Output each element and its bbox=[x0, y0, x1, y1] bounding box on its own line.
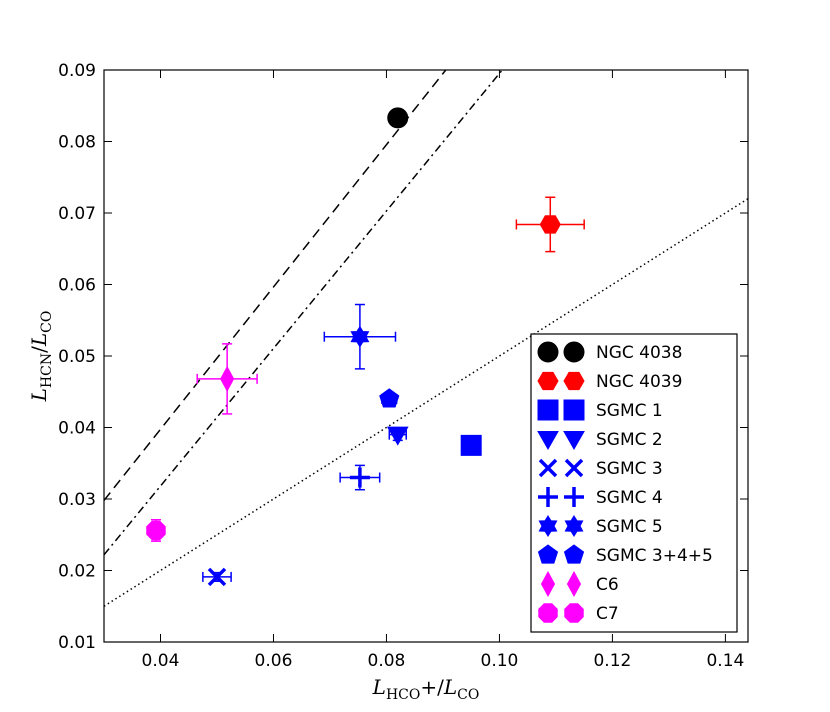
legend-marker bbox=[563, 431, 585, 451]
x-tick-label: 0.14 bbox=[706, 651, 744, 671]
legend-marker bbox=[537, 341, 559, 363]
y-tick-label: 0.02 bbox=[58, 562, 96, 582]
marker-ngc-4038 bbox=[387, 107, 409, 129]
data-point-sgmc-5 bbox=[323, 303, 397, 370]
legend-marker bbox=[564, 487, 584, 507]
y-tick-label: 0.05 bbox=[58, 347, 96, 367]
y-tick-label: 0.08 bbox=[58, 133, 96, 153]
y-axis-label-sub2: CO bbox=[39, 311, 55, 333]
y-axis-label-main: L bbox=[27, 388, 51, 402]
data-point-sgmc-1 bbox=[460, 434, 482, 456]
marker-sgmc-2 bbox=[386, 426, 409, 446]
marker-sgmc-3-4-5 bbox=[379, 388, 400, 408]
legend-item-c6: C6 bbox=[540, 570, 619, 598]
y-axis-label-main2: L bbox=[27, 333, 51, 347]
legend-item-sgmc-3: SGMC 3 bbox=[538, 458, 663, 479]
y-tick-label: 0.06 bbox=[58, 276, 96, 296]
data-points bbox=[146, 107, 585, 587]
data-point-sgmc-2 bbox=[386, 426, 409, 446]
reference-lines bbox=[104, 70, 748, 607]
y-tick-label: 0.07 bbox=[58, 204, 96, 224]
marker-ngc-4039 bbox=[539, 215, 561, 234]
legend-label: SGMC 3+4+5 bbox=[596, 546, 713, 566]
y-tick-label: 0.04 bbox=[58, 419, 96, 439]
x-tick-label: 0.10 bbox=[481, 651, 519, 671]
x-axis-label: LHCO+/LCO bbox=[372, 675, 480, 703]
y-tick-label: 0.01 bbox=[58, 633, 96, 653]
y-tick-label: 0.03 bbox=[58, 490, 96, 510]
y-tick-label: 0.09 bbox=[58, 61, 96, 81]
data-point-sgmc-3 bbox=[202, 567, 232, 587]
legend-marker bbox=[538, 603, 558, 623]
x-axis-label-main2: L bbox=[443, 675, 457, 699]
legend-item-sgmc-5: SGMC 5 bbox=[538, 515, 663, 537]
legend: NGC 4038 NGC 4039 SGMC 1 SGMC 2 SGMC 3 SGMC 4… bbox=[530, 333, 738, 633]
x-axis-label-mid: +/ bbox=[420, 675, 444, 699]
marker-sgmc-4 bbox=[349, 467, 370, 488]
legend-marker bbox=[566, 570, 582, 598]
legend-label: C7 bbox=[596, 604, 619, 624]
data-point-ngc-4038 bbox=[387, 107, 409, 129]
legend-label: C6 bbox=[596, 575, 619, 595]
legend-marker bbox=[537, 399, 559, 421]
marker-sgmc-3 bbox=[207, 567, 227, 587]
legend-marker bbox=[564, 515, 584, 537]
x-axis-label-sub2: CO bbox=[457, 687, 479, 703]
legend-label: SGMC 2 bbox=[596, 430, 663, 450]
legend-label: SGMC 3 bbox=[596, 459, 663, 479]
ref-line-dotted bbox=[104, 198, 748, 607]
marker-sgmc-5 bbox=[350, 325, 370, 348]
y-axis-ticks: 0.01 0.02 0.03 0.04 0.05 0.06 0.07 0.08 0.09 bbox=[58, 61, 748, 653]
x-tick-label: 0.04 bbox=[142, 651, 180, 671]
legend-marker bbox=[564, 603, 584, 623]
data-point-c7 bbox=[146, 518, 166, 542]
y-axis-label: LHCN/LCO bbox=[27, 311, 55, 403]
data-point-sgmc-3-4-5 bbox=[379, 388, 400, 408]
legend-marker bbox=[563, 399, 585, 421]
legend-marker bbox=[537, 371, 559, 391]
ref-line-dash-dot bbox=[104, 70, 503, 556]
y-axis-label-mid: / bbox=[27, 346, 51, 353]
x-tick-label: 0.08 bbox=[368, 651, 406, 671]
legend-label: NGC 4039 bbox=[596, 372, 682, 392]
marker-sgmc-1 bbox=[460, 434, 482, 456]
legend-marker bbox=[563, 341, 585, 363]
legend-marker bbox=[537, 544, 559, 564]
legend-marker bbox=[538, 515, 558, 537]
x-axis-ticks: 0.04 0.06 0.08 0.10 0.12 0.14 bbox=[142, 70, 744, 671]
marker-c7 bbox=[146, 520, 166, 541]
x-axis-label-main: L bbox=[372, 675, 386, 699]
legend-label: NGC 4038 bbox=[596, 343, 682, 363]
legend-item-ngc-4039: NGC 4039 bbox=[537, 371, 682, 392]
legend-marker bbox=[538, 458, 558, 478]
legend-item-sgmc-1: SGMC 1 bbox=[537, 399, 663, 421]
ref-line-dashed bbox=[104, 70, 447, 501]
legend-item-sgmc-2: SGMC 2 bbox=[537, 430, 663, 451]
data-point-c6 bbox=[196, 343, 258, 415]
x-axis-label-sub1: HCO bbox=[386, 687, 420, 703]
legend-label: SGMC 4 bbox=[596, 488, 663, 508]
y-axis-label-sub1: HCN bbox=[39, 353, 55, 388]
legend-item-ngc-4038: NGC 4038 bbox=[537, 341, 682, 363]
legend-item-sgmc-4: SGMC 4 bbox=[538, 487, 663, 508]
legend-label: SGMC 5 bbox=[596, 517, 663, 537]
legend-marker bbox=[564, 458, 584, 478]
legend-label: SGMC 1 bbox=[596, 401, 663, 421]
data-point-sgmc-4 bbox=[339, 464, 381, 491]
data-point-ngc-4039 bbox=[515, 196, 585, 253]
x-tick-label: 0.06 bbox=[255, 651, 293, 671]
legend-item-sgmc-3-4-5: SGMC 3+4+5 bbox=[537, 544, 713, 566]
legend-marker bbox=[538, 487, 558, 507]
marker-c6 bbox=[220, 365, 235, 392]
legend-marker bbox=[563, 544, 585, 564]
legend-item-c7: C7 bbox=[538, 603, 619, 624]
legend-marker bbox=[540, 570, 556, 598]
legend-marker bbox=[563, 371, 585, 391]
legend-marker bbox=[537, 431, 559, 451]
x-tick-label: 0.12 bbox=[593, 651, 631, 671]
